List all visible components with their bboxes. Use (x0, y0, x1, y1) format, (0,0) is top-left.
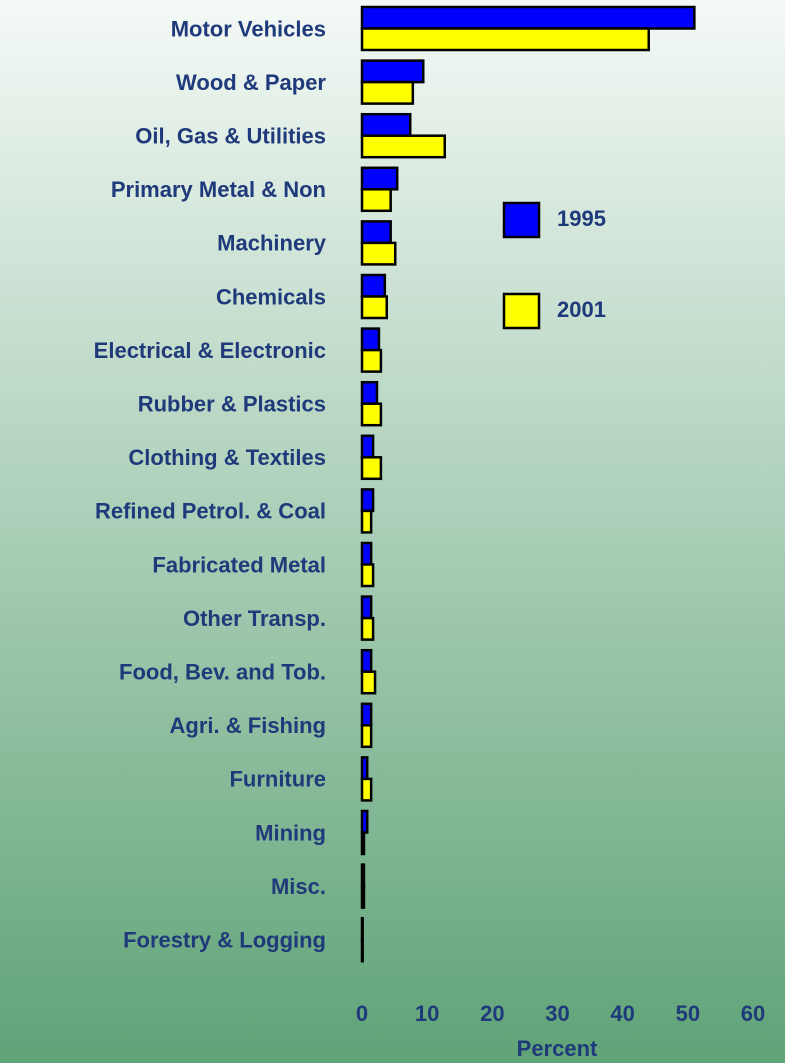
bar (360, 402, 383, 427)
bar (360, 241, 397, 266)
y-tick-label: Other Transp. (183, 606, 326, 631)
x-tick-label: 20 (480, 1001, 504, 1026)
y-tick-label: Clothing & Textiles (128, 445, 326, 470)
bar (360, 702, 373, 727)
x-tick-label: 0 (356, 1001, 368, 1026)
bar (360, 59, 425, 84)
legend-swatch (502, 201, 541, 239)
bar (360, 916, 364, 941)
bar (360, 348, 383, 373)
bar (360, 831, 366, 856)
bar (360, 327, 381, 352)
bar (360, 809, 369, 834)
bar (360, 80, 415, 105)
y-tick-label: Electrical & Electronic (94, 338, 326, 363)
y-tick-label: Mining (255, 820, 326, 845)
y-tick-label: Wood & Paper (176, 70, 326, 95)
legend-label: 1995 (557, 206, 606, 231)
bar (360, 863, 366, 888)
bar (360, 166, 399, 191)
bar (360, 509, 373, 534)
bar (360, 595, 373, 620)
bar (360, 563, 375, 588)
bar (360, 884, 366, 909)
legend-swatch (502, 292, 541, 330)
bar (360, 938, 364, 963)
bar (360, 220, 392, 245)
x-tick-label: 60 (741, 1001, 765, 1026)
y-tick-label: Fabricated Metal (152, 552, 326, 577)
y-tick-label: Rubber & Plastics (138, 392, 326, 417)
y-tick-label: Chemicals (216, 284, 326, 309)
x-tick-label: 30 (545, 1001, 569, 1026)
y-tick-label: Primary Metal & Non (111, 177, 326, 202)
y-tick-label: Agri. & Fishing (170, 713, 326, 738)
bar (360, 456, 383, 481)
bar (360, 616, 375, 641)
bar (360, 5, 696, 30)
y-tick-label: Misc. (271, 874, 326, 899)
y-tick-label: Motor Vehicles (171, 16, 326, 41)
bar (360, 380, 379, 405)
bar (360, 27, 650, 52)
y-tick-label: Machinery (217, 231, 327, 256)
bar (360, 541, 373, 566)
bar (360, 295, 389, 320)
y-tick-label: Oil, Gas & Utilities (135, 124, 326, 149)
y-tick-label: Refined Petrol. & Coal (95, 499, 326, 524)
bar (360, 756, 369, 781)
x-tick-label: 50 (676, 1001, 700, 1026)
bar (360, 648, 373, 673)
bar (360, 488, 375, 513)
x-axis-label: Percent (517, 1036, 598, 1061)
bar (360, 434, 375, 459)
x-tick-label: 10 (415, 1001, 439, 1026)
bar (360, 188, 392, 213)
bar (360, 670, 377, 695)
legend-label: 2001 (557, 297, 606, 322)
y-tick-label: Food, Bev. and Tob. (119, 660, 326, 685)
y-tick-label: Forestry & Logging (123, 928, 326, 953)
bar (360, 273, 387, 298)
bar (360, 134, 447, 159)
bar (360, 777, 373, 802)
x-tick-label: 40 (610, 1001, 634, 1026)
bar (360, 724, 373, 749)
bar (360, 112, 412, 137)
y-tick-label: Furniture (229, 767, 326, 792)
